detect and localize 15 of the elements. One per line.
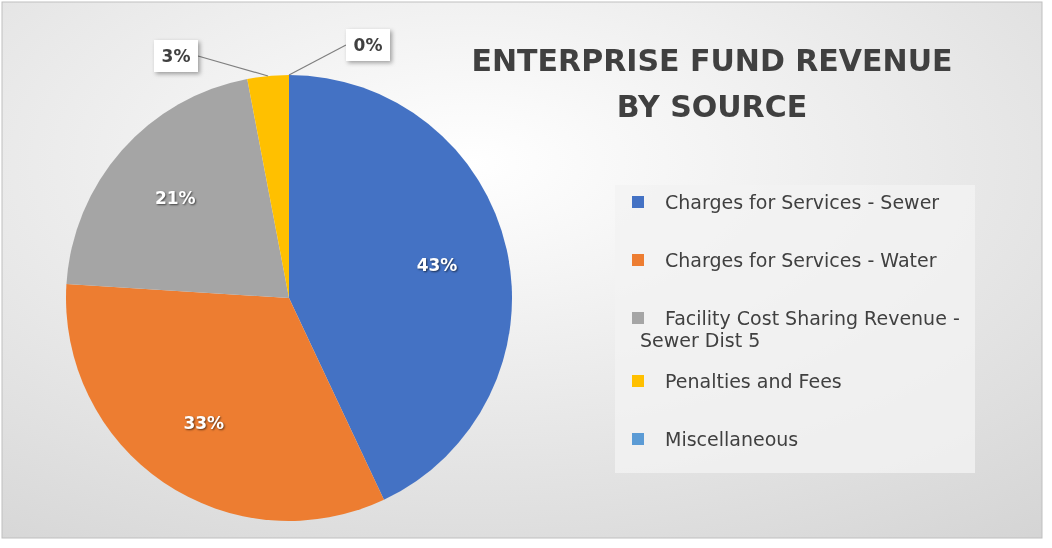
data-label: 43% [416,254,458,275]
legend-label: Penalties and Fees [665,370,842,392]
pie-slice [289,75,512,500]
data-label: 33% [183,413,225,434]
pie-slice [247,75,289,298]
data-label: 21% [154,187,196,208]
pie-slice [66,284,384,521]
legend-label: Charges for Services - Sewer [665,191,940,213]
pie-slice [66,78,289,298]
data-label: 3% [161,46,191,66]
legend-label: Facility Cost Sharing Revenue - Sewer Dist 5 [640,307,960,351]
text: ENTERPRISE FUND REVENUE BY SOURCE [471,42,953,124]
text: 0% [353,35,383,55]
legend-label: Miscellaneous [665,428,799,450]
legend-label: Charges for Services - Water [665,249,937,271]
